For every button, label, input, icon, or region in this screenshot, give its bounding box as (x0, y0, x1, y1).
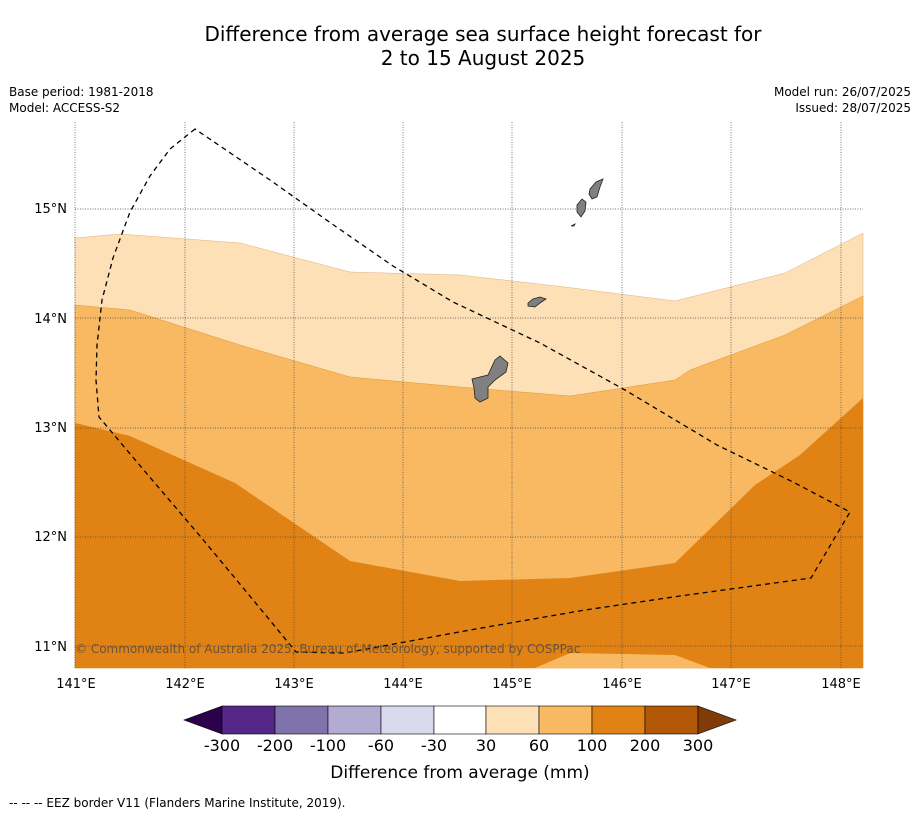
model-name: Model: ACCESS-S2 (9, 101, 121, 115)
colorbar-tick: 300 (683, 736, 714, 755)
colorbar-swatch (591, 705, 646, 735)
lon-label: 148°E (821, 677, 861, 692)
eez-border (95, 128, 851, 654)
grid-lines (74, 122, 863, 668)
band-60-100-lower (535, 653, 710, 668)
lat-label: 13°N (34, 421, 67, 436)
colorbar-swatch (380, 705, 435, 735)
title-line-2: 2 to 15 August 2025 (380, 46, 586, 70)
colorbar-swatch (644, 705, 699, 735)
colorbar-swatch (538, 705, 593, 735)
band-100-200 (75, 398, 863, 668)
lat-label: 14°N (34, 312, 67, 327)
colorbar-swatch (327, 705, 382, 735)
lon-axis-labels: 141°E 142°E 143°E 144°E 145°E 146°E 147°… (56, 677, 861, 692)
lon-label: 147°E (711, 677, 751, 692)
lat-label: 15°N (34, 202, 67, 217)
colorbar (183, 705, 737, 735)
colorbar-extend-high (697, 705, 737, 735)
lat-axis-labels: 15°N 14°N 13°N 12°N 11°N (34, 202, 67, 655)
lon-label: 142°E (165, 677, 205, 692)
lon-label: 143°E (274, 677, 314, 692)
lon-label: 145°E (492, 677, 532, 692)
colorbar-swatch (274, 705, 329, 735)
lon-label: 144°E (383, 677, 423, 692)
colorbar-tick: 200 (630, 736, 661, 755)
island-rota (527, 296, 547, 308)
island-tinian (576, 198, 587, 218)
island-guam (471, 355, 509, 403)
island-saipan (588, 178, 604, 200)
colorbar-tick: -30 (421, 736, 447, 755)
colorbar-extend-low (183, 705, 223, 735)
colorbar-tick: -300 (204, 736, 240, 755)
islands (471, 178, 604, 403)
map-panel: © Commonwealth of Australia 2025, Bureau… (74, 122, 864, 669)
colorbar-tick: -100 (310, 736, 346, 755)
colorbar-label: Difference from average (mm) (330, 763, 589, 783)
copyright-text: © Commonwealth of Australia 2025, Bureau… (75, 642, 580, 656)
colorbar-ticks: -300 -200 -100 -60 -30 30 60 100 200 300 (204, 736, 713, 755)
lon-label: 141°E (56, 677, 96, 692)
colorbar-swatch (221, 705, 276, 735)
map-title: Difference from average sea surface heig… (0, 22, 919, 70)
colorbar-tick: 60 (529, 736, 549, 755)
colorbar-tick: -60 (368, 736, 394, 755)
lon-label: 146°E (602, 677, 642, 692)
lat-label: 11°N (34, 640, 67, 655)
footer-note: -- -- -- EEZ border V11 (Flanders Marine… (9, 796, 346, 810)
issued-date: Issued: 28/07/2025 (795, 101, 911, 115)
meta-right: Model run: 26/07/2025 Issued: 28/07/2025 (774, 84, 911, 116)
colorbar-tick: 30 (476, 736, 496, 755)
colorbar-swatch (433, 705, 487, 735)
base-period: Base period: 1981-2018 (9, 85, 154, 99)
colorbar-tick: -200 (257, 736, 293, 755)
colorbar-swatch (485, 705, 540, 735)
meta-left: Base period: 1981-2018 Model: ACCESS-S2 (9, 84, 154, 116)
title-line-1: Difference from average sea surface heig… (204, 22, 762, 46)
island-aguijan (570, 223, 576, 227)
model-run: Model run: 26/07/2025 (773, 85, 911, 99)
colorbar-tick: 100 (577, 736, 608, 755)
lat-label: 12°N (34, 530, 67, 545)
